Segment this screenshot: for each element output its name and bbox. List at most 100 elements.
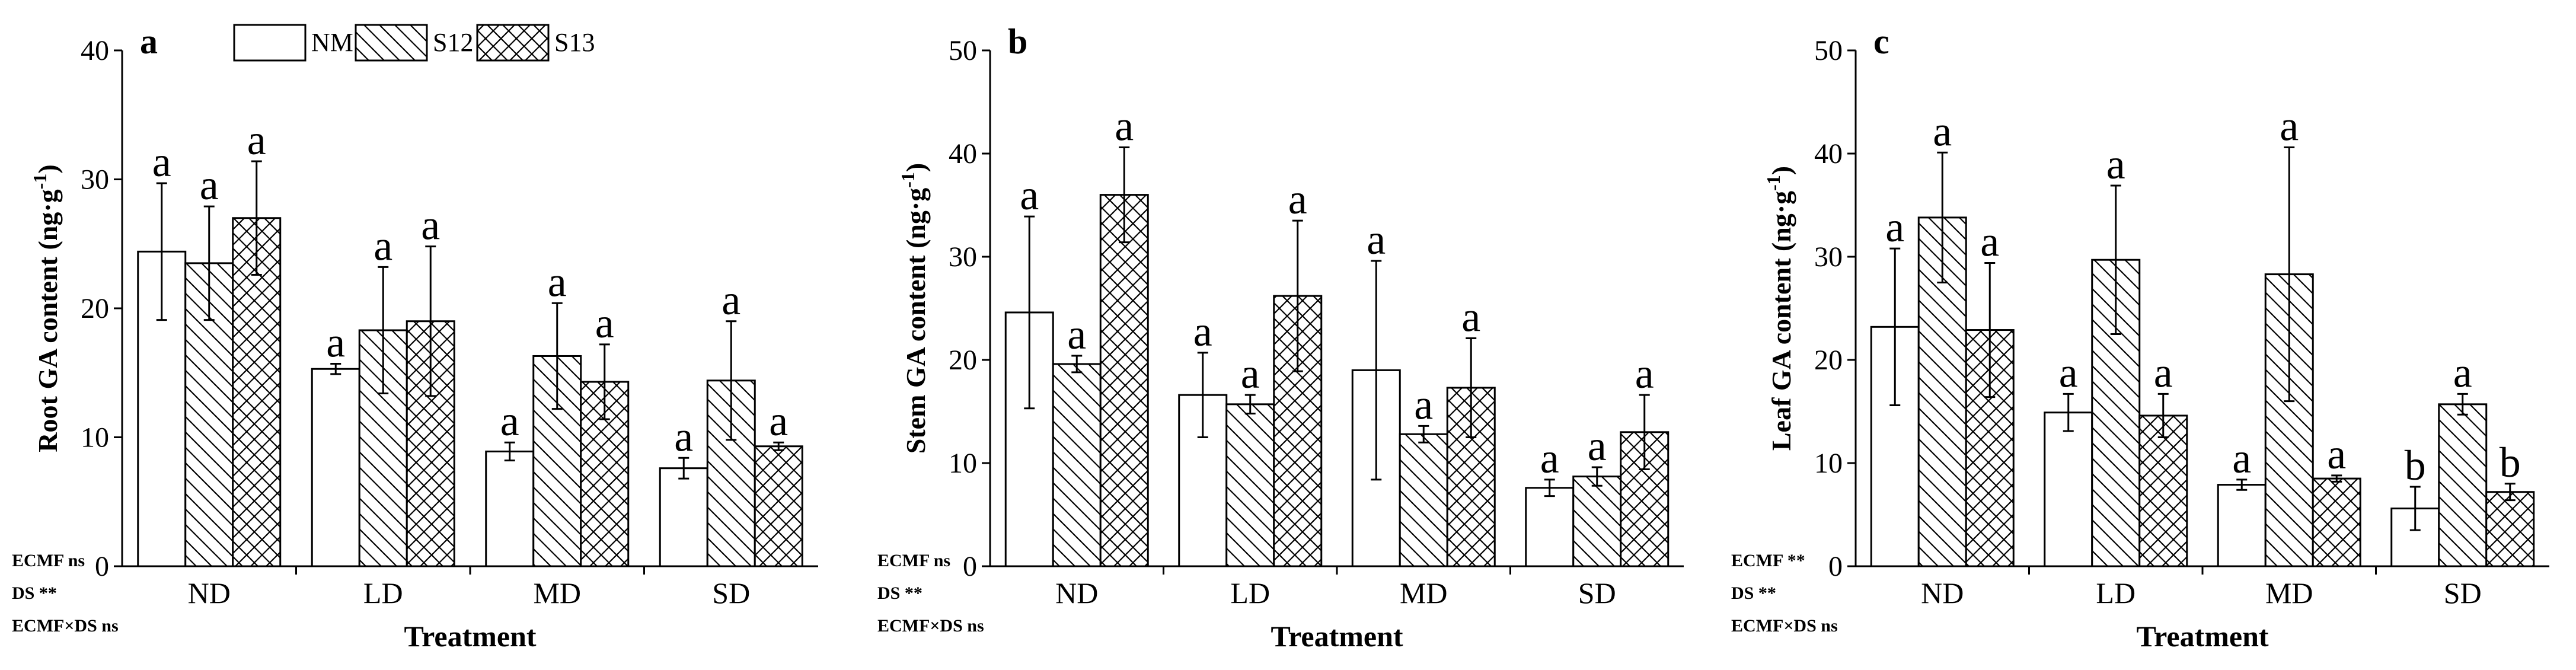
y-tick-label: 10 (1814, 448, 1843, 479)
y-tick-label: 10 (949, 448, 977, 479)
bar-s12-ld (1225, 403, 1275, 567)
x-axis-title: Treatment (2136, 620, 2268, 653)
y-tick-label: 20 (81, 293, 109, 324)
y-axis-title: Leaf GA content (ng·g-1) (1763, 166, 1796, 451)
anova-stat: DS ** (877, 583, 922, 603)
bar-s13-ld (2138, 414, 2188, 567)
significance-letter: a (247, 116, 266, 164)
x-tick-label: ND (1055, 576, 1098, 610)
significance-letter: b (2500, 439, 2521, 486)
bar-s12-md (1399, 433, 1448, 567)
significance-letter: a (1885, 203, 1904, 251)
x-tick-label: LD (2096, 576, 2136, 610)
bar-s13-md (2312, 477, 2361, 567)
legend: NM S12 S13 (233, 24, 595, 62)
significance-letter: a (421, 202, 440, 249)
y-tick-label: 40 (949, 138, 977, 170)
significance-letter: a (1461, 293, 1480, 340)
y-tick-label: 50 (1814, 35, 1843, 66)
significance-letter: a (595, 299, 614, 347)
significance-letter: a (2154, 349, 2173, 396)
y-axis-title-end: ) (901, 163, 931, 172)
y-axis-title-end: ) (1766, 166, 1796, 175)
legend-label: S12 (433, 28, 473, 57)
x-axis-title: Treatment (1271, 620, 1403, 653)
bar-nm-md (485, 450, 535, 567)
y-tick-label: 20 (949, 344, 977, 376)
anova-stat: DS ** (12, 583, 57, 603)
significance-letter: a (1588, 422, 1607, 470)
significance-letter: a (1020, 171, 1039, 219)
bar-nm-ld (2044, 411, 2093, 567)
y-tick-label: 20 (1814, 344, 1843, 376)
significance-letter: a (1414, 381, 1433, 428)
legend-swatch-s12 (355, 24, 428, 62)
bar-nm-ld (311, 368, 360, 567)
x-axis-title: Treatment (404, 620, 536, 653)
y-tick-label: 0 (963, 551, 977, 582)
legend-swatch-s13 (476, 24, 550, 62)
bar-s12-sd (1572, 476, 1622, 567)
bar-s13-nd (1099, 194, 1149, 567)
significance-letter: a (769, 397, 788, 445)
y-tick-label: 30 (81, 164, 109, 196)
x-tick-label: MD (1400, 576, 1448, 610)
significance-letter: a (1067, 311, 1086, 358)
anova-stat: ECMF×DS ns (12, 616, 119, 636)
y-tick-label: 30 (949, 241, 977, 273)
significance-letter: a (152, 138, 171, 186)
legend-swatch-nm (233, 24, 307, 62)
y-tick-label: 40 (81, 35, 109, 66)
significance-letter: a (2232, 435, 2251, 482)
x-tick-label: SD (2444, 576, 2482, 610)
bar-s13-sd (754, 445, 803, 567)
panel-letter: b (1008, 22, 1027, 61)
significance-letter: a (1193, 308, 1212, 355)
bar-s13-sd (1620, 431, 1670, 567)
y-axis-title-sup: -1 (1763, 175, 1784, 191)
significance-letter: a (500, 397, 519, 445)
panel-letter: c (1873, 22, 1889, 61)
anova-stat: ECMF ns (877, 551, 950, 570)
bar-s13-sd (2485, 491, 2535, 567)
anova-stat: ECMF×DS ns (1731, 616, 1838, 636)
y-tick-label: 0 (1828, 551, 1843, 582)
y-axis-title-main: Leaf GA content (ng·g (1766, 191, 1796, 451)
y-tick-label: 40 (1814, 138, 1843, 170)
significance-letter: a (326, 319, 345, 366)
bar-nm-sd (659, 467, 708, 567)
bar-nm-sd (1525, 487, 1575, 567)
y-tick-label: 50 (949, 35, 977, 66)
x-tick-label: ND (188, 576, 231, 610)
significance-letter: a (200, 161, 219, 209)
significance-letter: a (1933, 107, 1952, 155)
legend-label: NM (311, 28, 353, 57)
anova-stat: ECMF ** (1731, 551, 1805, 570)
panel-letter: a (140, 22, 158, 61)
anova-stat: ECMF×DS ns (877, 616, 984, 636)
significance-letter: a (2106, 141, 2125, 188)
significance-letter: a (1540, 435, 1559, 482)
legend-label: S13 (554, 28, 595, 57)
significance-letter: a (1980, 218, 1999, 265)
significance-letter: a (1241, 350, 1260, 397)
significance-letter: a (1115, 103, 1134, 150)
y-tick-label: 0 (95, 551, 109, 582)
bar-s12-nd (1052, 363, 1102, 567)
y-tick-label: 10 (81, 422, 109, 454)
x-tick-label: ND (1921, 576, 1964, 610)
anova-stat: DS ** (1731, 583, 1776, 603)
y-tick-label: 30 (1814, 241, 1843, 273)
significance-letter: a (2059, 349, 2078, 396)
significance-letter: a (674, 413, 693, 460)
y-axis-title-main: Stem GA content (ng·g (901, 188, 931, 454)
significance-letter: a (2453, 349, 2472, 396)
significance-letter: a (2327, 430, 2346, 478)
significance-letter: a (722, 276, 740, 324)
significance-letter: a (548, 258, 567, 305)
significance-letter: b (2405, 442, 2426, 489)
